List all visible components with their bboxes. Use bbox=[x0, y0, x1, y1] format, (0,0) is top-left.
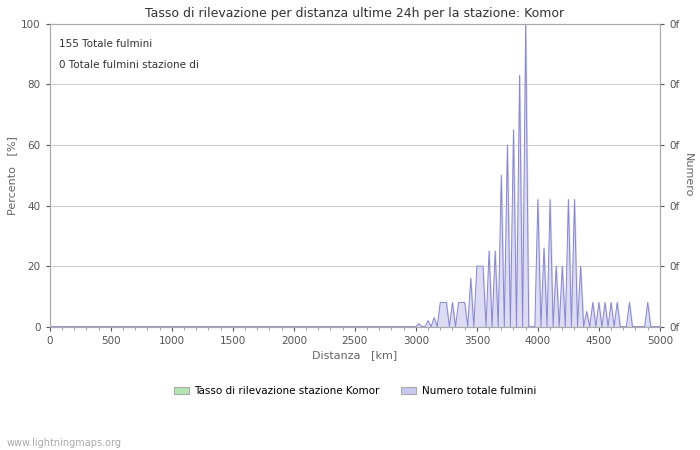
Legend: Tasso di rilevazione stazione Komor, Numero totale fulmini: Tasso di rilevazione stazione Komor, Num… bbox=[169, 382, 540, 400]
X-axis label: Distanza   [km]: Distanza [km] bbox=[312, 350, 398, 360]
Text: 155 Totale fulmini: 155 Totale fulmini bbox=[59, 39, 152, 49]
Y-axis label: Percento   [%]: Percento [%] bbox=[7, 136, 17, 215]
Text: www.lightningmaps.org: www.lightningmaps.org bbox=[7, 438, 122, 448]
Title: Tasso di rilevazione per distanza ultime 24h per la stazione: Komor: Tasso di rilevazione per distanza ultime… bbox=[146, 7, 564, 20]
Text: 0 Totale fulmini stazione di: 0 Totale fulmini stazione di bbox=[59, 60, 199, 70]
Y-axis label: Numero: Numero bbox=[683, 153, 693, 198]
